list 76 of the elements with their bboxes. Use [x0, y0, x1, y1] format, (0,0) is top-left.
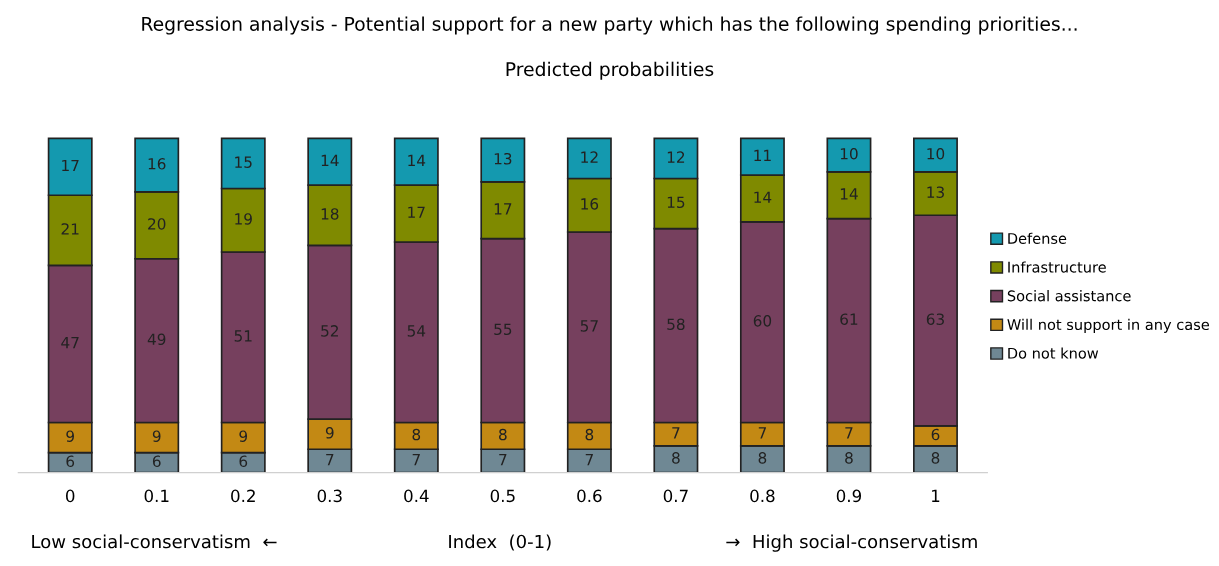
x-tick-label: 0.9	[836, 489, 862, 503]
legend-label: Social assistance	[1007, 290, 1131, 302]
data-label: 9	[152, 430, 161, 442]
data-label: 11	[754, 149, 771, 161]
data-label: 8	[672, 452, 680, 464]
data-label: 14	[840, 188, 858, 200]
data-label: 15	[235, 156, 252, 168]
x-tick-label: 0.1	[144, 489, 169, 503]
data-label: 9	[325, 427, 334, 439]
text: → High social-conservatism	[726, 534, 977, 552]
data-label: 16	[148, 158, 166, 170]
data-label: 17	[494, 203, 512, 215]
data-label: 8	[412, 428, 421, 441]
chart-title: Regression analysis - Potential support for a new party which has the following spending priorities...	[142, 16, 1077, 35]
data-label: 49	[147, 333, 166, 346]
data-label: 15	[667, 196, 685, 208]
x-tick-label: 0.6	[577, 489, 602, 503]
legend-label: Do not know	[1008, 347, 1099, 359]
data-label: 9	[239, 430, 248, 442]
legend-label: Defense	[1008, 232, 1067, 244]
x-tick-label: 0.2	[231, 489, 255, 503]
data-label: 7	[585, 453, 593, 466]
data-label: 14	[754, 191, 772, 203]
data-label: 18	[321, 208, 339, 220]
x-axis-title: Index (0-1)	[449, 534, 551, 551]
data-label: 54	[407, 325, 426, 337]
x-tick-label: 0.7	[663, 489, 688, 503]
x-tick-label: 1	[932, 489, 940, 502]
data-label: 8	[499, 428, 507, 441]
data-label: 20	[148, 218, 166, 230]
data-label: 8	[758, 452, 767, 464]
data-label: 7	[326, 453, 334, 466]
data-label: 13	[494, 153, 512, 165]
data-label: 7	[499, 453, 507, 466]
text: Low social-conservatism ←	[32, 534, 277, 549]
legend-label: Will not support in any case	[1007, 318, 1210, 333]
data-label: 51	[234, 330, 252, 342]
data-label: 7	[758, 427, 766, 439]
data-label: 8	[931, 452, 940, 464]
data-label: 13	[927, 186, 944, 198]
data-label: 7	[845, 427, 853, 439]
x-tick-label: 0.3	[317, 489, 342, 503]
data-label: 17	[62, 159, 79, 172]
data-label: 61	[840, 313, 858, 325]
data-label: 10	[840, 147, 858, 160]
data-label: 14	[321, 154, 339, 167]
data-label: 57	[580, 320, 598, 332]
data-label: 6	[66, 455, 75, 468]
data-label: 60	[753, 315, 772, 327]
data-label: 21	[61, 223, 79, 235]
x-tick-label: 0.5	[490, 489, 515, 503]
data-label: 63	[926, 313, 944, 325]
data-label: 8	[845, 452, 853, 464]
legend-label: Infrastructure	[1008, 261, 1106, 273]
data-label: 55	[494, 323, 512, 335]
x-tick-label: 0.4	[404, 489, 429, 503]
data-label: 9	[66, 430, 74, 442]
data-label: 7	[672, 427, 680, 439]
data-label: 19	[235, 213, 252, 225]
data-label: 47	[61, 337, 79, 349]
data-label: 12	[667, 151, 685, 163]
data-label: 14	[408, 154, 426, 167]
data-label: 6	[152, 455, 161, 468]
data-label: 7	[412, 453, 420, 466]
data-label: 58	[667, 318, 685, 330]
data-label: 10	[927, 147, 945, 160]
data-label: 6	[239, 455, 248, 468]
data-label: 17	[408, 206, 425, 218]
data-label: 6	[931, 428, 940, 441]
data-label: 16	[581, 198, 599, 210]
data-label: 12	[581, 151, 598, 163]
x-tick-label: 0	[66, 489, 75, 503]
x-tick-label: 0.8	[750, 489, 775, 503]
data-label: 8	[585, 428, 594, 441]
data-label: 52	[321, 325, 338, 337]
chart-subtitle: Predicted probabilities	[506, 61, 714, 80]
